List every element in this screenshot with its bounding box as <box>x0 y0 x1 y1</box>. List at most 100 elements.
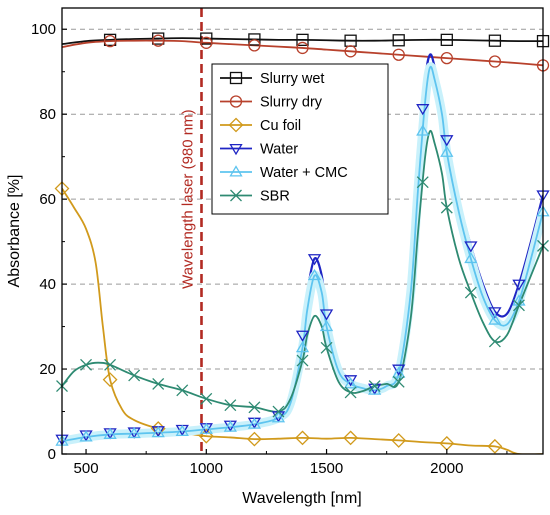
x-tick-label-1000: 1000 <box>190 460 223 477</box>
y-tick-label-100: 100 <box>31 21 56 38</box>
marker-sbr <box>392 375 405 388</box>
marker-slurry-dry <box>488 55 502 68</box>
marker-slurry-dry <box>103 34 117 48</box>
legend-label-slurry-dry: Slurry dry <box>260 95 323 111</box>
marker-slurry-dry <box>152 34 165 47</box>
marker-water-cmc <box>199 422 213 434</box>
y-tick-label-0: 0 <box>48 446 56 463</box>
marker-water-cmc <box>440 145 454 157</box>
legend-label-sbr: SBR <box>260 189 290 205</box>
series-line-sbr <box>62 129 543 413</box>
markers-layer <box>54 32 550 454</box>
marker-sbr <box>464 286 477 299</box>
marker-water-cmc <box>307 268 322 281</box>
marker-water-cmc <box>392 366 406 378</box>
x-tick-label-1500: 1500 <box>310 460 343 477</box>
legend: Slurry wet Slurry dry Cu foil Water Water + … <box>211 63 389 215</box>
marker-slurry-wet <box>296 33 309 47</box>
marker-sbr <box>344 386 357 399</box>
marker-water <box>319 309 334 321</box>
marker-slurry-wet <box>200 32 213 45</box>
y-tick-label-40: 40 <box>39 276 56 293</box>
legend-marker-slurry-wet <box>229 71 243 85</box>
marker-sbr <box>272 405 285 418</box>
y-axis-label: Absorbance [%] <box>6 175 23 288</box>
marker-water <box>392 364 406 376</box>
legend-label-slurry-wet: Slurry wet <box>260 71 324 87</box>
marker-sbr <box>128 369 141 382</box>
marker-water <box>416 104 430 116</box>
series-line-slurry-wet <box>62 37 543 45</box>
marker-water-cmc <box>343 377 358 389</box>
marker-slurry-dry <box>200 36 213 49</box>
axes: 500 1000 1500 2000 0 20 40 60 80 100 <box>31 21 508 477</box>
x-tick-label-2000: 2000 <box>430 460 463 477</box>
marker-slurry-wet <box>488 34 502 47</box>
marker-water-cmc <box>175 424 189 436</box>
series-line-slurry-dry <box>62 39 543 67</box>
marker-sbr <box>416 176 429 189</box>
marker-slurry-wet <box>440 33 453 47</box>
marker-sbr <box>176 384 189 397</box>
marker-sbr <box>80 358 93 371</box>
legend-label-cu-foil: Cu foil <box>260 118 301 134</box>
marker-sbr <box>104 358 117 371</box>
marker-slurry-dry <box>392 48 405 61</box>
marker-water-cmc <box>247 417 262 429</box>
legend-marker-water <box>229 143 243 156</box>
legend-marker-slurry-dry <box>229 95 243 108</box>
marker-water-cmc <box>416 124 430 136</box>
marker-slurry-dry <box>344 45 357 58</box>
marker-sbr <box>296 354 309 367</box>
marker-sbr <box>152 377 165 390</box>
marker-slurry-dry <box>248 39 261 52</box>
y-tick-label-20: 20 <box>39 361 56 378</box>
marker-cu-foil <box>343 430 359 446</box>
marker-water <box>488 307 502 319</box>
grid-lines <box>62 28 543 370</box>
legend-label-water-cmc: Water + CMC <box>260 165 348 181</box>
laser-wavelength-label: Wavelength laser (980 nm) <box>179 109 196 289</box>
marker-slurry-dry <box>440 51 453 65</box>
plot-frame <box>61 7 544 455</box>
legend-marker-cu-foil <box>228 117 244 133</box>
y-tick-label-80: 80 <box>39 106 56 123</box>
marker-cu-foil <box>102 372 118 388</box>
y-tick-label-60: 60 <box>39 191 56 208</box>
marker-water-cmc <box>103 427 117 439</box>
legend-marker-water-cmc <box>229 165 243 177</box>
marker-water-cmc <box>319 319 334 332</box>
marker-cu-foil <box>246 431 262 447</box>
marker-water-cmc <box>151 425 165 438</box>
legend-box <box>211 63 389 215</box>
x-axis-label: Wavelength [nm] <box>242 490 361 507</box>
marker-cu-foil <box>198 428 214 444</box>
marker-water-cmc <box>464 251 478 264</box>
marker-sbr <box>224 399 237 412</box>
marker-water-cmc <box>79 430 93 442</box>
marker-cu-foil <box>391 432 407 448</box>
marker-sbr <box>248 401 261 414</box>
marker-water <box>464 241 478 253</box>
marker-slurry-dry <box>296 41 309 55</box>
marker-cu-foil <box>487 438 503 454</box>
marker-water <box>295 330 310 342</box>
marker-slurry-wet <box>248 33 261 46</box>
marker-water <box>512 279 526 291</box>
marker-water <box>343 375 358 387</box>
marker-water <box>440 135 454 147</box>
marker-water-cmc <box>127 426 141 439</box>
marker-water-cmc <box>223 420 237 432</box>
marker-sbr <box>320 341 333 354</box>
marker-cu-foil <box>295 430 310 446</box>
marker-sbr <box>200 392 213 405</box>
marker-sbr <box>512 299 525 312</box>
series-line-cu-foil <box>62 188 543 454</box>
legend-marker-sbr <box>230 189 242 202</box>
marker-sbr <box>488 335 501 348</box>
x-tick-label-500: 500 <box>74 460 99 477</box>
marker-water-cmc <box>271 411 286 423</box>
marker-sbr <box>368 380 381 392</box>
marker-sbr <box>440 201 453 214</box>
